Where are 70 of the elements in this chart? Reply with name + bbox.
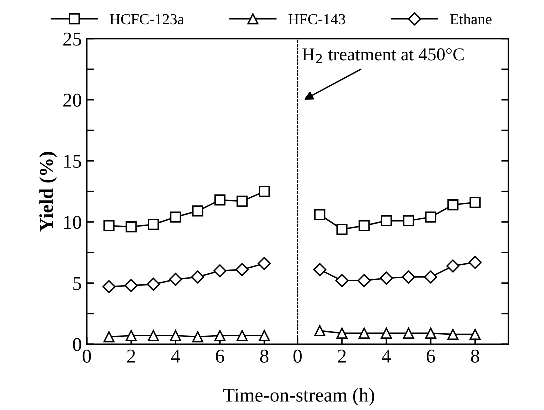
x-tick-label: 2 [338, 350, 346, 363]
point [192, 206, 204, 217]
x-tick-label: 6 [426, 350, 436, 363]
x-axis-title: Time-on-stream (h) [223, 388, 374, 406]
point [446, 260, 460, 273]
legend-label: HCFC-123a [110, 14, 184, 25]
point [336, 224, 348, 236]
point [425, 328, 437, 339]
y-tick-label: 5 [74, 277, 82, 290]
point [358, 220, 370, 232]
point [169, 273, 182, 286]
point [170, 330, 182, 342]
point [192, 332, 204, 343]
point [170, 212, 182, 223]
point [104, 332, 115, 343]
point [380, 272, 394, 286]
point [425, 212, 437, 223]
point [470, 197, 481, 208]
y-tick-label: 10 [64, 216, 82, 230]
point [314, 325, 326, 337]
x-tick-label: 4 [171, 350, 180, 363]
y-tick-label: 20 [64, 94, 82, 107]
point [358, 328, 370, 339]
point [336, 274, 349, 288]
point [147, 278, 160, 292]
point [403, 215, 414, 227]
point [470, 329, 481, 340]
x-tick-label: 8 [471, 350, 480, 363]
point [448, 329, 459, 340]
point [214, 330, 226, 342]
point [214, 264, 227, 278]
point [236, 196, 248, 208]
point [148, 219, 160, 230]
point [336, 328, 348, 339]
point [236, 263, 249, 276]
point [358, 274, 371, 288]
point [314, 209, 326, 220]
point [403, 328, 414, 339]
point [381, 328, 392, 339]
point [259, 186, 270, 198]
point [236, 330, 248, 342]
point [102, 280, 116, 294]
y-axis-title: Yield (%) [40, 152, 58, 232]
point [126, 222, 137, 233]
point [104, 220, 115, 232]
x-tick-label: 0 [82, 350, 92, 363]
point [124, 279, 138, 292]
x-tick-label: 2 [127, 350, 136, 363]
point [381, 215, 392, 227]
point [468, 256, 482, 270]
point [191, 270, 205, 284]
annotation: H$_{2}$ treatment at 450°C [302, 48, 464, 64]
legend-label: HFC-143 [288, 14, 346, 25]
point [313, 263, 327, 276]
y-tick-label: 0 [73, 338, 82, 352]
x-tick-label: 8 [260, 350, 269, 363]
legend-label: Ethane [450, 14, 492, 25]
y-tick-label: 25 [64, 32, 82, 46]
point [402, 270, 416, 284]
point [424, 270, 438, 284]
x-tick-label: 4 [382, 350, 392, 363]
y-tick-label: 15 [64, 155, 82, 168]
point [259, 330, 270, 342]
point [448, 200, 459, 211]
point [214, 194, 226, 206]
point [148, 330, 160, 342]
point [258, 257, 272, 270]
x-tick-label: 0 [294, 350, 302, 363]
point [126, 330, 137, 342]
x-tick-label: 6 [216, 350, 224, 363]
